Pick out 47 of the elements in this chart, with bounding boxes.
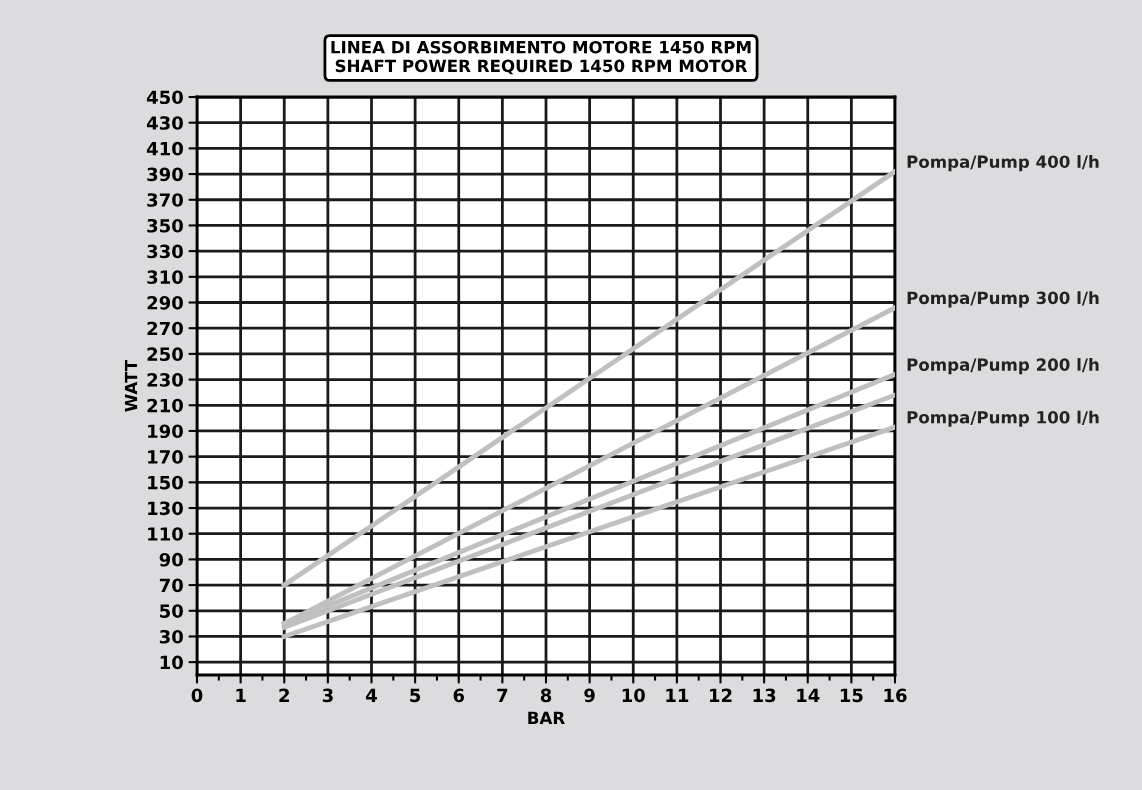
- x-tick-label: 5: [410, 688, 421, 703]
- y-tick-label: 210: [147, 398, 183, 413]
- y-tick-label: 110: [148, 527, 183, 541]
- x-tick-label: 0: [191, 688, 203, 703]
- x-tick-label: 13: [753, 688, 776, 703]
- y-tick-label: 170: [148, 450, 183, 464]
- x-tick-label: 10: [622, 688, 645, 703]
- x-axis-title: BAR: [528, 711, 565, 724]
- y-tick-label: 330: [147, 244, 183, 259]
- y-tick-label: 310: [147, 270, 183, 284]
- x-tick-label: 9: [584, 688, 595, 703]
- x-tick-label: 11: [666, 688, 689, 702]
- y-tick-label: 230: [147, 373, 183, 387]
- y-tick-label: 150: [148, 475, 183, 490]
- series-label: Pompa/Pump 300 l/h: [907, 291, 1099, 308]
- x-tick-label: 4: [366, 688, 377, 702]
- series-label: Pompa/Pump 400 l/h: [907, 155, 1099, 172]
- y-tick-label: 410: [146, 141, 183, 156]
- y-tick-label: 50: [160, 604, 183, 618]
- series-label: Pompa/Pump 200 l/h: [907, 358, 1099, 375]
- y-tick-label: 390: [147, 167, 183, 182]
- y-tick-label: 190: [148, 424, 183, 439]
- y-tick-label: 70: [159, 578, 183, 593]
- series-label: Pompa/Pump 100 l/h: [907, 410, 1099, 427]
- x-tick-label: 1: [236, 688, 246, 702]
- x-tick-label: 7: [497, 688, 508, 702]
- x-tick-label: 14: [797, 688, 820, 702]
- x-tick-label: 15: [840, 688, 863, 703]
- y-tick-label: 450: [146, 90, 183, 105]
- y-tick-label: 290: [147, 295, 183, 310]
- y-tick-label: 10: [160, 655, 183, 670]
- x-tick-label: 12: [709, 688, 732, 702]
- x-tick-label: 6: [453, 688, 465, 703]
- y-axis-title: WATT: [124, 359, 138, 412]
- y-tick-label: 250: [147, 347, 183, 362]
- y-tick-label: 350: [147, 218, 183, 233]
- x-tick-label: 8: [540, 688, 552, 703]
- y-tick-label: 370: [147, 193, 183, 207]
- x-tick-label: 2: [279, 688, 289, 702]
- y-tick-label: 30: [159, 629, 183, 644]
- y-tick-label: 270: [147, 321, 183, 336]
- x-tick-label: 16: [884, 688, 907, 703]
- x-tick-label: 3: [322, 688, 333, 703]
- y-tick-label: 90: [159, 552, 183, 567]
- y-tick-label: 130: [148, 501, 183, 516]
- chart-title: LINEA DI ASSORBIMENTO MOTORE 1450 RPM SHAFT POWER REQUIRED 1450 RPM MOTOR: [331, 40, 751, 75]
- y-tick-label: 430: [146, 116, 183, 130]
